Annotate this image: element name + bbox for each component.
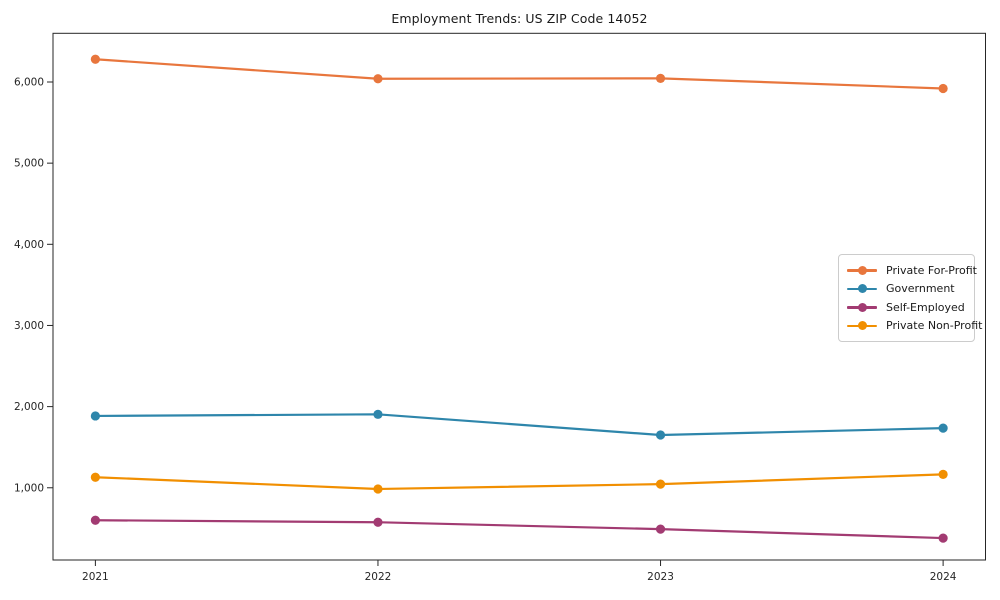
data-point [373, 74, 383, 84]
y-tick-label: 4,000 [14, 239, 44, 251]
series-line-government [94, 413, 945, 437]
series-line-self-employed [94, 519, 945, 540]
x-tick-label: 2024 [930, 571, 957, 583]
data-point [90, 515, 100, 525]
legend-marker [847, 301, 877, 313]
data-point [655, 479, 666, 489]
legend-label: Government [886, 282, 955, 296]
legend-item: Private For-Profit [847, 261, 977, 279]
data-point [938, 83, 948, 94]
data-point [373, 409, 383, 419]
data-point [90, 411, 100, 421]
legend-marker [847, 283, 877, 295]
x-tick-label: 2022 [365, 571, 392, 583]
legend-marker [847, 320, 877, 332]
legend-label: Private Non-Profit [886, 319, 983, 333]
y-tick-label: 3,000 [14, 320, 44, 332]
data-point [373, 517, 383, 527]
data-point [90, 54, 100, 64]
y-tick-label: 6,000 [14, 76, 44, 88]
series-line-private-for-profit [94, 58, 945, 90]
legend-marker-dot [857, 302, 867, 312]
x-tick-label: 2023 [647, 571, 674, 583]
y-tick-label: 5,000 [14, 158, 44, 170]
legend: Private For-Profit Government Self-Employe… [838, 254, 982, 342]
chart-title: Employment Trends: US ZIP Code 14052 [391, 11, 648, 26]
y-tick-label: 2,000 [14, 401, 44, 413]
data-point [655, 524, 666, 534]
data-point [373, 484, 383, 494]
legend-marker-dot [857, 321, 867, 331]
x-tick-label: 2021 [82, 571, 109, 583]
data-point [938, 469, 948, 479]
legend-marker-dot [857, 265, 867, 275]
legend-label: Private For-Profit [886, 263, 977, 277]
legend-item: Government [847, 280, 966, 298]
plot-border [52, 32, 986, 561]
legend-item: Self-Employed [847, 298, 966, 316]
y-tick-label: 1,000 [14, 482, 44, 494]
series-line-private-non-profit [94, 473, 945, 491]
data-point [655, 73, 666, 83]
legend-item: Private Non-Profit [847, 317, 982, 335]
legend-marker-dot [857, 284, 867, 294]
data-point [938, 533, 948, 543]
data-point [90, 472, 100, 482]
data-point [655, 430, 666, 440]
legend-marker [847, 264, 877, 276]
data-point [938, 423, 948, 433]
legend-label: Self-Employed [886, 300, 965, 314]
